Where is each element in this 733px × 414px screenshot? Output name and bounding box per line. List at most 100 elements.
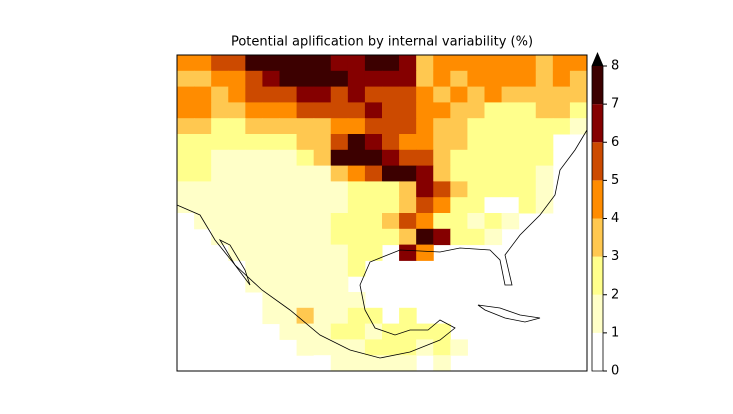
grid-cell	[467, 70, 485, 88]
grid-cell	[347, 197, 366, 214]
colorbar-tick-label: 6	[611, 135, 619, 150]
grid-cell	[518, 70, 537, 88]
grid-cell	[382, 86, 400, 103]
grid-cell	[399, 149, 417, 167]
grid-cell	[364, 244, 383, 261]
grid-cell	[382, 102, 400, 119]
grid-cell	[313, 86, 332, 103]
grid-cell	[262, 55, 280, 72]
grid-cell	[313, 70, 332, 88]
map-frame	[176, 54, 588, 372]
grid-cell	[330, 149, 349, 167]
grid-cell	[484, 102, 503, 119]
grid-cell	[433, 118, 451, 135]
grid-cell	[211, 70, 229, 88]
grid-cell	[194, 70, 212, 88]
grid-cell	[177, 118, 195, 135]
grid-cell	[467, 118, 485, 135]
grid-cell	[228, 70, 246, 88]
grid-cell	[484, 197, 503, 214]
grid-cell	[262, 228, 280, 246]
coastline	[176, 129, 588, 359]
grid-cell	[518, 197, 537, 214]
grid-cell	[467, 102, 485, 119]
grid-cell	[296, 307, 315, 325]
grid-cell	[347, 165, 366, 182]
grid-cell	[433, 149, 451, 167]
grid-cell	[552, 102, 571, 119]
grid-cell	[416, 70, 434, 88]
grid-cell	[433, 134, 451, 151]
grid-cell	[450, 55, 468, 72]
grid-cell	[399, 355, 417, 372]
grid-cell	[262, 102, 280, 119]
grid-cell	[450, 197, 468, 214]
grid-cell	[501, 165, 520, 182]
grid-cell	[450, 102, 468, 119]
grid-cell	[433, 55, 451, 72]
grid-cell	[416, 228, 434, 246]
grid-cell	[364, 307, 383, 325]
grid-cell	[399, 197, 417, 214]
grid-cell	[313, 244, 332, 261]
grid-cell	[313, 276, 332, 293]
grid-cell	[279, 70, 298, 88]
grid-cell	[382, 118, 400, 135]
grid-cell	[450, 118, 468, 135]
grid-cell	[262, 118, 280, 135]
grid-cell	[177, 165, 195, 182]
grid-cell	[279, 55, 298, 72]
grid-cell	[501, 118, 520, 135]
grid-cell	[279, 276, 298, 293]
grid-cell	[245, 165, 263, 182]
grid-cell	[330, 197, 349, 214]
grid-cell	[399, 228, 417, 246]
grid-cell	[399, 181, 417, 198]
grid-cell	[262, 197, 280, 214]
grid-cell	[399, 134, 417, 151]
grid-cell	[330, 213, 349, 230]
grid-cell	[364, 213, 383, 230]
grid-cell	[279, 102, 298, 119]
grid-cell	[262, 181, 280, 198]
grid-cell	[382, 213, 400, 230]
grid-cell	[518, 149, 537, 167]
grid-cell	[347, 213, 366, 230]
grid-cell	[313, 102, 332, 119]
grid-cell	[364, 228, 383, 246]
grid-cell	[552, 118, 571, 135]
grid-cell	[450, 228, 468, 246]
grid-cell	[518, 134, 537, 151]
grid-cell	[569, 102, 588, 119]
grid-cell	[569, 70, 588, 88]
map-title: Potential aplification by internal varia…	[231, 35, 533, 50]
grid-cell	[330, 181, 349, 198]
grid-cell	[484, 55, 503, 72]
grid-cell	[382, 134, 400, 151]
grid-cell	[177, 55, 195, 72]
colorbar-bin	[592, 104, 603, 143]
grid-cell	[433, 102, 451, 119]
colorbar-bin	[592, 142, 603, 181]
grid-cell	[364, 86, 383, 103]
grid-cell	[364, 102, 383, 119]
grid-cell	[296, 70, 315, 88]
grid-cell	[245, 70, 263, 88]
grid-cell	[518, 165, 537, 182]
grid-cell	[262, 213, 280, 230]
grid-cell	[416, 86, 434, 103]
grid-cell	[211, 86, 229, 103]
grid-cell	[501, 197, 520, 214]
grid-cell	[330, 276, 349, 293]
grid-cell	[382, 165, 400, 182]
grid-cell	[433, 339, 451, 356]
grid-cell	[194, 149, 212, 167]
grid-cell	[279, 260, 298, 277]
grid-cell	[296, 323, 315, 340]
grid-cell	[552, 55, 571, 72]
colorbar-tick-label: 5	[611, 173, 619, 188]
grid-cell	[228, 55, 246, 72]
grid-cell	[467, 165, 485, 182]
grid-cell	[245, 228, 263, 246]
